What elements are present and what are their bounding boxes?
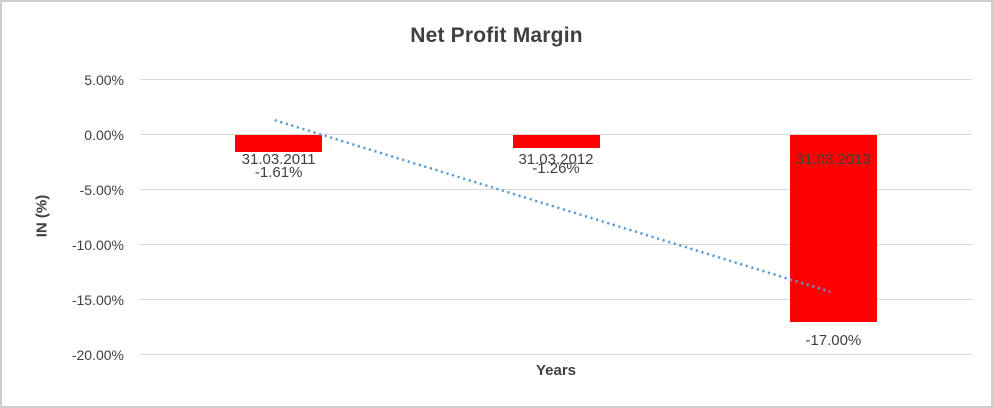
y-tick-label: 0.00% (84, 126, 124, 143)
y-tick-label: 5.00% (84, 71, 124, 88)
category-label: 31.03.2013 (795, 150, 871, 168)
bar-31.03.2012 (512, 134, 600, 149)
chart-title: Net Profit Margin (410, 24, 583, 47)
y-axis-title: IN (%) (33, 194, 51, 238)
value-label: -1.26% (532, 160, 580, 178)
y-tick-label: -5.00% (79, 181, 124, 198)
bar-31.03.2011 (235, 134, 323, 153)
y-tick-label: -10.00% (71, 236, 124, 253)
value-label: -17.00% (805, 331, 862, 349)
y-tick-label: -15.00% (71, 291, 124, 308)
x-axis-title: Years (535, 362, 577, 379)
value-label: -1.61% (254, 164, 303, 182)
y-tick-label: -20.00% (71, 346, 124, 363)
